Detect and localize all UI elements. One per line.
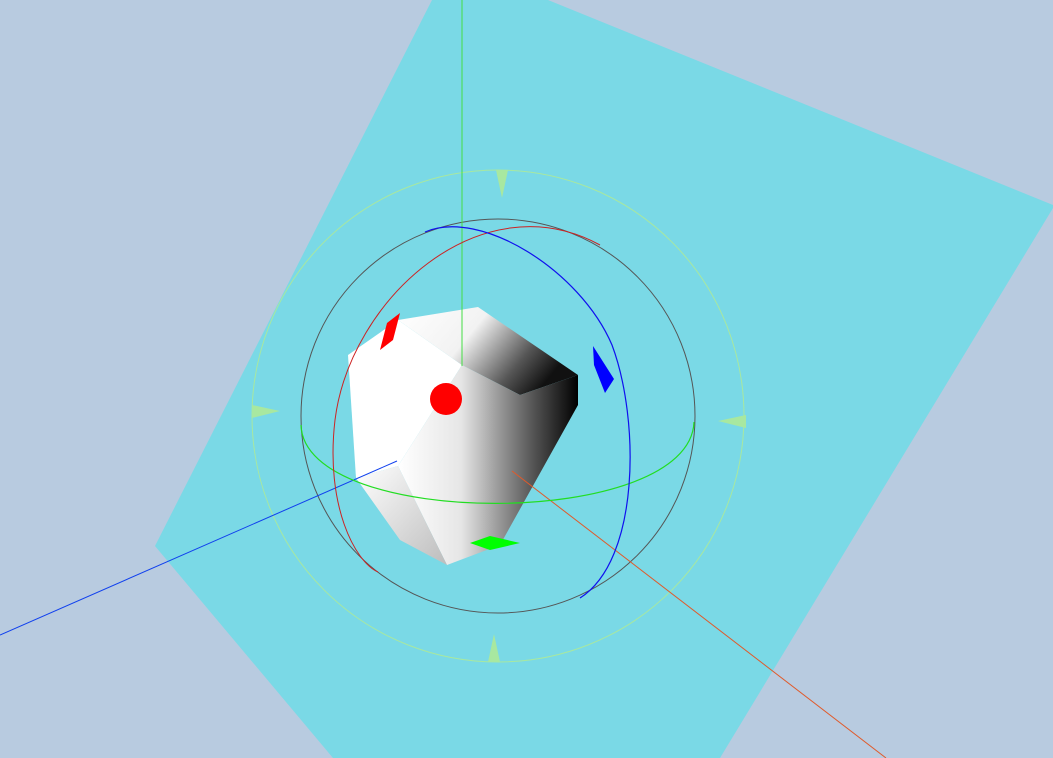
cube-center-marker[interactable] [430,383,462,415]
